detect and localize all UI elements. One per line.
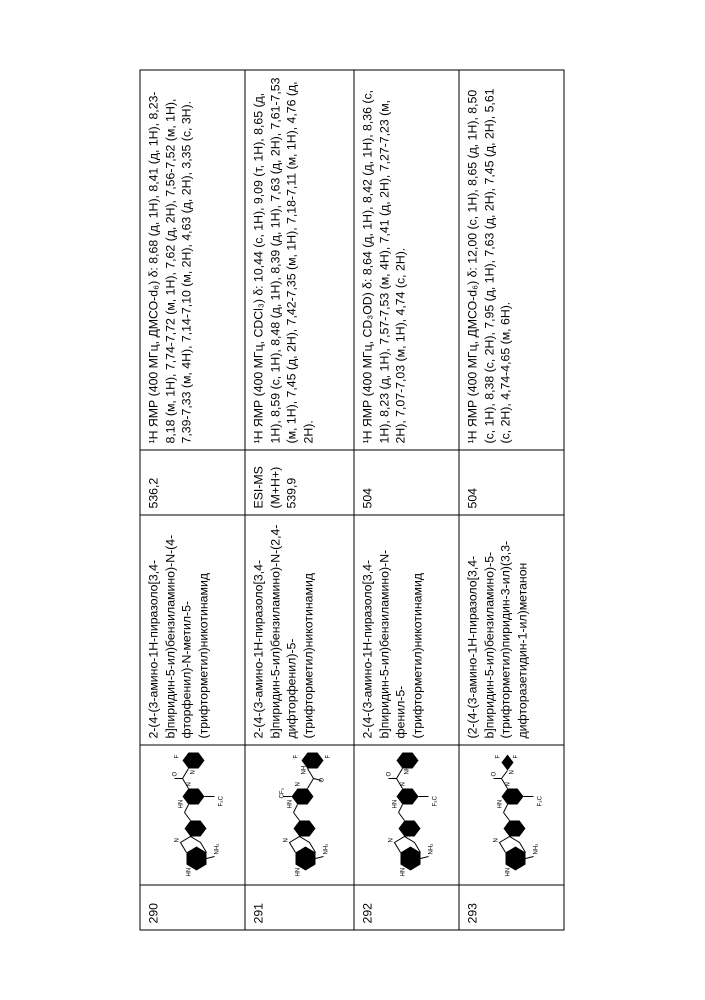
molecule-icon: HN N NH₂ HN N F₃C bbox=[359, 751, 455, 879]
cell-id: 290 bbox=[140, 885, 245, 930]
svg-text:O: O bbox=[492, 772, 498, 777]
svg-text:O: O bbox=[173, 772, 179, 777]
molecule-icon: HN N NH₂ HN N bbox=[145, 751, 241, 879]
molecule-icon: HN N NH₂ HN N CF₃ bbox=[250, 751, 350, 879]
cell-name: 2-(4-(3-амино-1H-пиразоло[3,4-b]пиридин-… bbox=[140, 515, 245, 745]
cell-ms: ESI-MS (M+H+) 539,9 bbox=[245, 450, 354, 515]
cell-nmr: ¹H ЯМР (400 МГц, CDCl₃) δ: 10,44 (с, 1H)… bbox=[245, 70, 354, 450]
cell-id: 292 bbox=[354, 885, 459, 930]
svg-text:NH₂: NH₂ bbox=[215, 843, 221, 855]
cell-ms: 504 bbox=[459, 450, 564, 515]
table-row: 291 HN N NH₂ HN bbox=[245, 70, 354, 930]
svg-text:N: N bbox=[191, 771, 197, 775]
svg-text:F₃C: F₃C bbox=[219, 796, 225, 807]
table-row: 293 HN N NH₂ HN bbox=[459, 70, 564, 930]
svg-text:N: N bbox=[510, 771, 516, 775]
cell-structure: HN N NH₂ HN N bbox=[140, 745, 245, 885]
cell-id: 293 bbox=[459, 885, 564, 930]
svg-text:HN: HN bbox=[506, 868, 512, 877]
svg-text:HN: HN bbox=[401, 868, 407, 877]
cell-ms: 536,2 bbox=[140, 450, 245, 515]
table-body: 290 HN N NH₂ bbox=[140, 70, 564, 930]
svg-text:N: N bbox=[284, 839, 290, 843]
svg-text:F: F bbox=[514, 755, 520, 759]
svg-text:HN: HN bbox=[187, 868, 193, 877]
cell-nmr: ¹H ЯМР (400 МГц, ДМСО-d₆) δ: 12,00 (с, 1… bbox=[459, 70, 564, 450]
cell-id: 291 bbox=[245, 885, 354, 930]
table-wrapper: 290 HN N NH₂ bbox=[140, 70, 565, 931]
svg-text:HN: HN bbox=[288, 800, 294, 809]
cell-structure: HN N NH₂ HN N CF₃ bbox=[245, 745, 354, 885]
svg-text:HN: HN bbox=[498, 800, 504, 809]
cell-structure: HN N NH₂ HN N F₃C bbox=[354, 745, 459, 885]
svg-text:N: N bbox=[494, 839, 500, 843]
svg-text:NH₂: NH₂ bbox=[534, 843, 540, 855]
cell-name: (2-(4-(3-амино-1H-пиразоло[3,4-b]пиридин… bbox=[459, 515, 564, 745]
svg-text:N: N bbox=[175, 839, 181, 843]
cell-name: 2-(4-(3-амино-1H-пиразоло[3,4-b]пиридин-… bbox=[354, 515, 459, 745]
svg-text:N: N bbox=[389, 839, 395, 843]
svg-text:F: F bbox=[326, 755, 332, 759]
svg-text:NH₂: NH₂ bbox=[429, 843, 435, 855]
compound-table: 290 HN N NH₂ bbox=[140, 70, 565, 931]
table-row: 290 HN N NH₂ bbox=[140, 70, 245, 930]
svg-text:F: F bbox=[496, 755, 502, 759]
cell-nmr: ¹H ЯМР (400 МГц, ДМСО-d₆) δ: 8,68 (д, 1H… bbox=[140, 70, 245, 450]
molecule-icon: HN N NH₂ HN N F₃C bbox=[464, 751, 560, 879]
svg-text:N: N bbox=[296, 783, 302, 787]
svg-text:F: F bbox=[175, 755, 181, 759]
svg-text:F₃C: F₃C bbox=[538, 796, 544, 807]
svg-text:HN: HN bbox=[393, 800, 399, 809]
cell-structure: HN N NH₂ HN N F₃C bbox=[459, 745, 564, 885]
svg-text:F₃C: F₃C bbox=[433, 796, 439, 807]
svg-text:O: O bbox=[387, 772, 393, 777]
page: 290 HN N NH₂ bbox=[0, 0, 705, 1000]
svg-text:F: F bbox=[294, 755, 300, 759]
svg-text:HN: HN bbox=[296, 868, 302, 877]
svg-text:HN: HN bbox=[179, 800, 185, 809]
table-row: 292 HN N NH₂ HN bbox=[354, 70, 459, 930]
cell-nmr: ¹H ЯМР (400 МГц, CD₃OD) δ: 8,64 (д, 1H),… bbox=[354, 70, 459, 450]
cell-name: 2-(4-(3-амино-1H-пиразоло[3,4-b]пиридин-… bbox=[245, 515, 354, 745]
cell-ms: 504 bbox=[354, 450, 459, 515]
svg-text:NH₂: NH₂ bbox=[324, 843, 330, 855]
